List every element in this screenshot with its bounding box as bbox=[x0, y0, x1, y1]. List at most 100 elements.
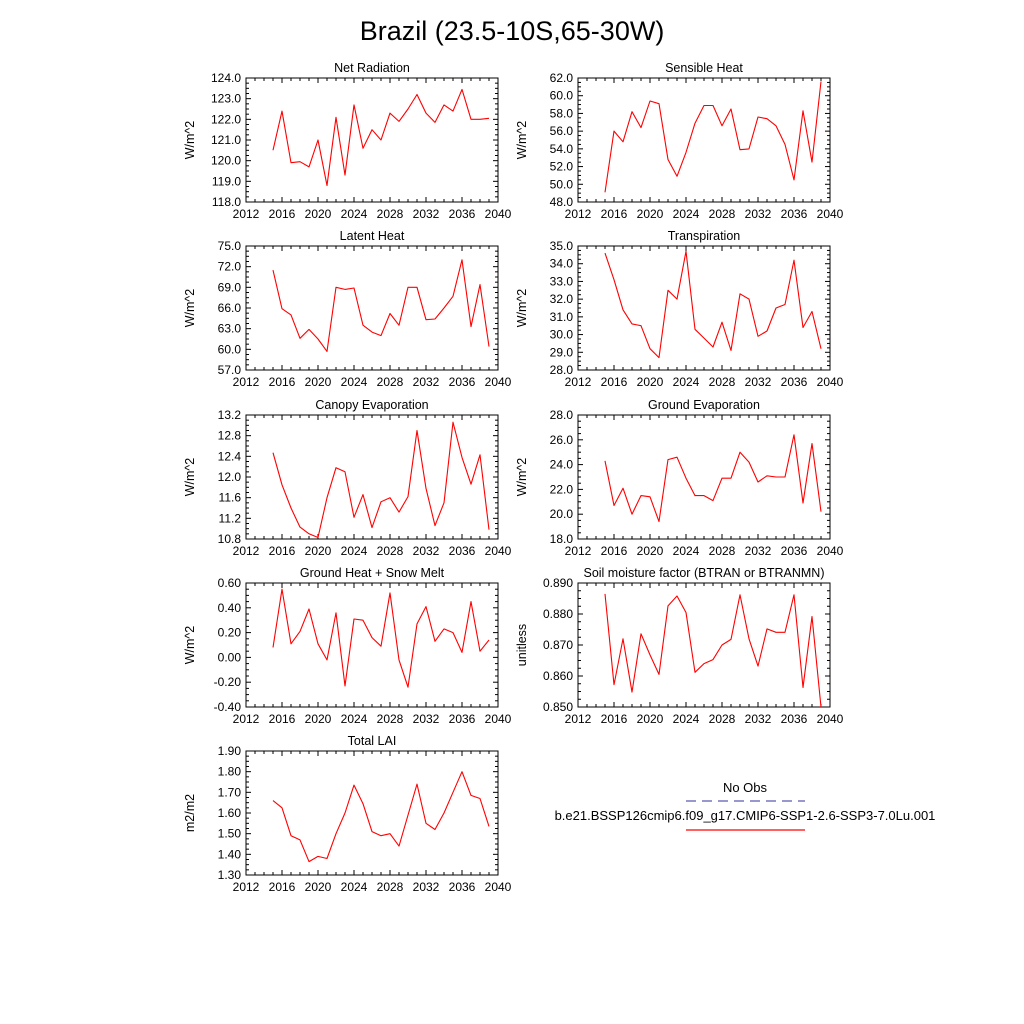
x-tick-label: 2040 bbox=[817, 375, 844, 389]
y-tick-label: 10.8 bbox=[218, 532, 242, 546]
panel-title: Total LAI bbox=[348, 734, 397, 748]
x-tick-label: 2032 bbox=[745, 544, 772, 558]
y-tick-label: 0.890 bbox=[543, 576, 573, 590]
y-tick-label: 29.0 bbox=[550, 345, 574, 359]
x-tick-label: 2024 bbox=[341, 375, 368, 389]
x-tick-label: 2024 bbox=[341, 207, 368, 221]
x-tick-label: 2032 bbox=[413, 544, 440, 558]
y-tick-label: 1.90 bbox=[218, 744, 242, 758]
y-tick-label: 62.0 bbox=[550, 71, 574, 85]
x-tick-label: 2016 bbox=[269, 880, 296, 894]
x-tick-label: 2012 bbox=[233, 375, 260, 389]
x-tick-label: 2012 bbox=[565, 375, 592, 389]
y-tick-label: 12.0 bbox=[218, 470, 242, 484]
panel-title: Transpiration bbox=[668, 229, 741, 243]
x-tick-label: 2012 bbox=[565, 544, 592, 558]
x-tick-label: 2020 bbox=[305, 375, 332, 389]
x-tick-label: 2032 bbox=[745, 207, 772, 221]
x-tick-label: 2012 bbox=[233, 544, 260, 558]
y-tick-label: 57.0 bbox=[218, 363, 242, 377]
x-tick-label: 2020 bbox=[305, 712, 332, 726]
plot-frame bbox=[577, 414, 831, 540]
y-tick-label: 0.860 bbox=[543, 669, 573, 683]
x-tick-label: 2016 bbox=[269, 544, 296, 558]
x-tick-label: 2040 bbox=[485, 544, 512, 558]
legend-obs-label: No Obs bbox=[723, 780, 768, 795]
x-tick-label: 2036 bbox=[449, 207, 476, 221]
y-axis-label: W/m^2 bbox=[515, 121, 529, 160]
x-tick-label: 2032 bbox=[745, 375, 772, 389]
plot-frame bbox=[245, 245, 499, 371]
plot-frame bbox=[577, 77, 831, 203]
y-tick-label: 0.880 bbox=[543, 607, 573, 621]
y-tick-label: 60.0 bbox=[218, 342, 242, 356]
y-tick-label: 124.0 bbox=[211, 71, 241, 85]
x-tick-label: 2028 bbox=[709, 207, 736, 221]
y-tick-label: -0.20 bbox=[214, 675, 242, 689]
y-tick-label: 28.0 bbox=[550, 408, 574, 422]
y-tick-label: 0.850 bbox=[543, 700, 573, 714]
series-line bbox=[272, 259, 490, 352]
y-tick-label: 52.0 bbox=[550, 160, 574, 174]
x-tick-label: 2036 bbox=[449, 544, 476, 558]
y-tick-label: 118.0 bbox=[212, 195, 241, 209]
x-tick-label: 2016 bbox=[269, 375, 296, 389]
x-tick-label: 2016 bbox=[601, 544, 628, 558]
x-tick-label: 2012 bbox=[565, 207, 592, 221]
y-tick-label: 48.0 bbox=[550, 195, 574, 209]
x-tick-label: 2036 bbox=[781, 207, 808, 221]
x-tick-label: 2020 bbox=[637, 375, 664, 389]
y-axis-label: W/m^2 bbox=[515, 458, 529, 497]
panels-container: Net Radiation W/m^2 118.0 119.0 120.0 121.0 12… bbox=[183, 61, 844, 894]
y-tick-label: 24.0 bbox=[550, 458, 574, 472]
x-tick-label: 2020 bbox=[305, 544, 332, 558]
x-tick-label: 2016 bbox=[269, 207, 296, 221]
x-tick-label: 2024 bbox=[341, 544, 368, 558]
x-tick-label: 2024 bbox=[673, 375, 700, 389]
series-line bbox=[604, 593, 822, 708]
x-tick-label: 2036 bbox=[781, 375, 808, 389]
y-tick-label: 11.6 bbox=[219, 491, 242, 505]
x-tick-label: 2040 bbox=[485, 712, 512, 726]
x-tick-label: 2016 bbox=[601, 207, 628, 221]
y-tick-label: 31.0 bbox=[550, 310, 574, 324]
panel-title: Latent Heat bbox=[340, 229, 405, 243]
series-line bbox=[272, 588, 490, 688]
x-tick-label: 2040 bbox=[817, 207, 844, 221]
x-tick-label: 2020 bbox=[637, 207, 664, 221]
y-tick-label: 0.870 bbox=[543, 638, 573, 652]
panel-title: Ground Heat + Snow Melt bbox=[300, 566, 445, 580]
x-tick-label: 2028 bbox=[377, 375, 404, 389]
chart-panel-4: Transpiration W/m^2 28.0 29.0 30.0 31.0 32.0 33… bbox=[515, 229, 844, 389]
x-tick-label: 2016 bbox=[601, 375, 628, 389]
x-tick-label: 2040 bbox=[817, 712, 844, 726]
x-tick-label: 2020 bbox=[637, 712, 664, 726]
y-tick-label: 66.0 bbox=[218, 301, 242, 315]
legend: No Obs b.e21.BSSP126cmip6.f09_g17.CMIP6-… bbox=[555, 780, 936, 831]
y-tick-label: 0.60 bbox=[218, 576, 242, 590]
x-tick-label: 2028 bbox=[709, 544, 736, 558]
x-tick-label: 2020 bbox=[637, 544, 664, 558]
y-tick-label: 32.0 bbox=[550, 292, 574, 306]
x-tick-label: 2028 bbox=[709, 375, 736, 389]
y-tick-label: 121.0 bbox=[211, 133, 241, 147]
x-tick-label: 2020 bbox=[305, 207, 332, 221]
y-tick-label: 69.0 bbox=[218, 280, 242, 294]
chart-panel-7: Ground Heat + Snow Melt W/m^2 -0.40 -0.20 0.… bbox=[183, 566, 512, 726]
x-tick-label: 2024 bbox=[673, 544, 700, 558]
figure-title: Brazil (23.5-10S,65-30W) bbox=[360, 16, 665, 46]
x-tick-label: 2040 bbox=[485, 880, 512, 894]
chart-panel-8: Soil moisture factor (BTRAN or BTRANMN) u… bbox=[515, 566, 844, 726]
chart-panel-3: Latent Heat W/m^2 57.0 60.0 63.0 66.0 69.0 72.0… bbox=[183, 229, 512, 389]
x-tick-label: 2028 bbox=[377, 544, 404, 558]
y-tick-label: 58.0 bbox=[550, 106, 574, 120]
y-tick-label: 1.80 bbox=[218, 765, 242, 779]
y-tick-label: 0.40 bbox=[218, 601, 242, 615]
panel-title: Sensible Heat bbox=[665, 61, 743, 75]
x-tick-label: 2028 bbox=[709, 712, 736, 726]
y-tick-label: 1.50 bbox=[218, 827, 242, 841]
x-tick-label: 2040 bbox=[485, 207, 512, 221]
legend-model-label: b.e21.BSSP126cmip6.f09_g17.CMIP6-SSP1-2.… bbox=[555, 808, 936, 823]
y-axis-label: W/m^2 bbox=[183, 289, 197, 328]
y-tick-label: 20.0 bbox=[550, 507, 574, 521]
